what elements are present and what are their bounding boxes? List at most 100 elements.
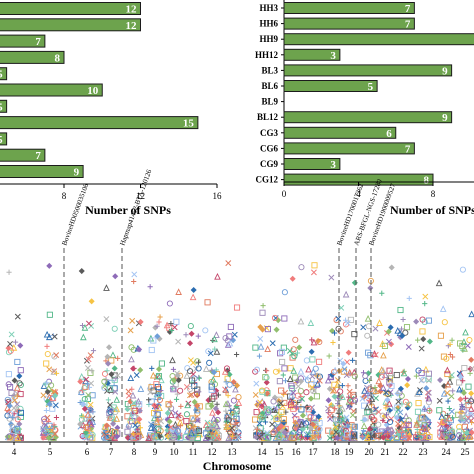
point-triangle [370,407,378,415]
x-tick-label: 13 [228,447,238,457]
point-triangle [413,421,420,428]
point-x [269,340,276,347]
point-square [461,365,468,372]
point-square [264,326,271,333]
point-x [153,403,160,410]
point-triangle [127,413,134,421]
point-x [422,293,429,300]
point-triangle [372,387,380,395]
point-circle [205,348,212,355]
point-diamond [296,344,303,351]
point-square [17,409,25,416]
point-cross [398,326,405,332]
point-x [233,409,240,416]
x-tick-label: 20 [365,447,375,457]
point-square [8,389,15,396]
point-x [167,424,174,431]
point-square [419,328,426,335]
point-triangle [196,430,203,438]
point-cross [372,384,378,391]
point-x [252,391,259,398]
point-cross [226,403,232,409]
point-x [186,392,193,399]
point-square [226,333,233,340]
point-diamond [208,402,215,409]
point-cross [447,351,453,358]
point-triangle [81,324,89,331]
point-x [311,387,318,394]
bar-value-label: 15 [183,118,195,130]
point-diamond [78,268,85,275]
point-triangle [435,279,443,287]
point-triangle [109,351,117,359]
point-cross [223,408,229,414]
bar-value-label: 12 [126,4,138,16]
point-diamond [11,377,18,384]
point-circle [41,416,48,423]
point-x [84,365,91,371]
point-circle [17,381,24,388]
point-triangle [183,427,191,434]
point-triangle [221,368,229,375]
point-cross [170,366,177,373]
point-square [124,428,131,435]
point-square [14,358,21,365]
point-diamond [377,382,384,389]
point-square [208,386,215,393]
point-circle [155,425,162,433]
point-square [278,408,285,415]
point-cross [152,420,158,427]
point-circle [16,380,23,387]
point-square [281,315,288,322]
point-circle [225,416,232,423]
point-diamond [299,412,306,419]
point-circle [17,405,24,412]
point-square [281,365,288,372]
point-circle [294,392,301,399]
point-cross [6,269,12,275]
right-bar-chart: HH37HH67HH912HH123BL39BL65BL9BL129CG36CG… [255,0,474,199]
point-triangle [86,412,93,420]
point-x [375,408,382,415]
point-x [8,331,15,338]
point-triangle [458,403,466,411]
point-triangle [287,397,294,405]
point-diamond [80,401,87,408]
point-circle [351,373,358,380]
point-square [334,417,341,424]
point-diamond [437,377,444,384]
bar-value-label: 10 [87,85,99,97]
point-triangle [214,272,221,280]
point-triangle [376,319,383,326]
point-square [436,407,443,414]
point-circle [456,423,463,430]
point-cross [385,430,391,437]
point-circle [166,300,173,307]
point-cross [331,330,338,336]
point-square [289,354,296,361]
point-diamond [215,409,222,416]
point-circle [286,434,293,442]
point-cross [383,402,389,408]
point-triangle [290,367,298,374]
bar-value-label: 5 [368,81,374,93]
point-circle [379,412,386,419]
point-x [253,380,260,387]
point-triangle [380,351,387,359]
point-diamond [307,395,315,402]
category-label: CG6 [260,143,279,153]
point-diamond [17,342,24,349]
point-x [303,374,310,381]
point-cross [450,388,456,394]
point-cross [129,435,135,441]
bar [0,148,46,162]
point-triangle [385,399,393,407]
point-cross [332,405,338,412]
point-circle [441,319,448,326]
bar-value-label: 8 [424,175,430,187]
point-x [309,404,315,411]
point-triangle [170,384,177,391]
point-square [208,383,215,390]
point-cross [426,419,432,426]
